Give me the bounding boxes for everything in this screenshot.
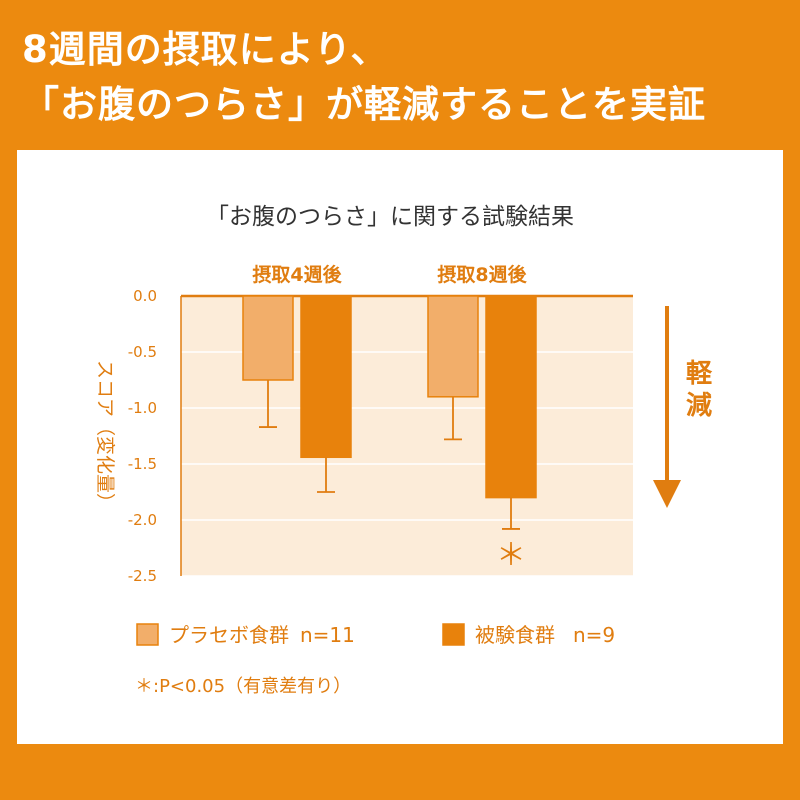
headline-line-1: 8週間の摂取により、 — [22, 28, 389, 71]
legend-swatch — [136, 623, 159, 646]
significance-mark: ＊ — [496, 538, 526, 573]
y-tick-label: -1.0 — [128, 399, 157, 417]
y-tick-label: 0.0 — [133, 287, 157, 305]
error-bars: ＊ — [259, 380, 526, 573]
legend-label: 被験食群 — [475, 623, 555, 647]
bar — [300, 295, 352, 459]
chart-title: 「お腹のつらさ」に関する試験結果 — [206, 204, 574, 230]
legend-swatch — [442, 623, 465, 646]
chart-panel: 「お腹のつらさ」に関する試験結果 0.0 -0.5 -1.0 -1.5 -2.0 -2.5… — [17, 150, 783, 744]
legend-n: n=9 — [573, 623, 615, 647]
headline: 8週間の摂取により、 「お腹のつらさ」が軽減することを実証 — [22, 22, 782, 132]
bar — [485, 295, 537, 499]
chart-svg: 「お腹のつらさ」に関する試験結果 0.0 -0.5 -1.0 -1.5 -2.0 -2.5… — [94, 204, 713, 697]
arrow-head — [653, 480, 681, 508]
y-tick-label: -2.5 — [128, 567, 157, 585]
y-tick-label: -2.0 — [128, 511, 157, 529]
side-label-char: 軽 — [686, 358, 713, 389]
legend-n: n=11 — [300, 623, 355, 647]
y-axis-label: スコア（変化量） — [94, 360, 116, 512]
legend: プラセボ食群 n=11 被験食群 n=9 — [136, 623, 615, 647]
bar — [427, 295, 479, 398]
reduction-indicator: 軽減 — [653, 306, 713, 508]
category-label: 摂取8週後 — [437, 263, 527, 286]
y-tick-label: -1.5 — [128, 455, 157, 473]
side-label-char: 減 — [686, 391, 712, 421]
y-tick-labels: 0.0 -0.5 -1.0 -1.5 -2.0 -2.5 — [128, 287, 157, 585]
category-labels: 摂取4週後 摂取8週後 — [252, 263, 527, 286]
bar — [242, 295, 294, 381]
headline-line-2: 「お腹のつらさ」が軽減することを実証 — [22, 83, 706, 126]
y-tick-label: -0.5 — [128, 343, 157, 361]
footnote: ＊:P<0.05（有意差有り） — [135, 676, 351, 697]
category-label: 摂取4週後 — [252, 263, 342, 286]
legend-label: プラセボ食群 — [169, 623, 289, 647]
